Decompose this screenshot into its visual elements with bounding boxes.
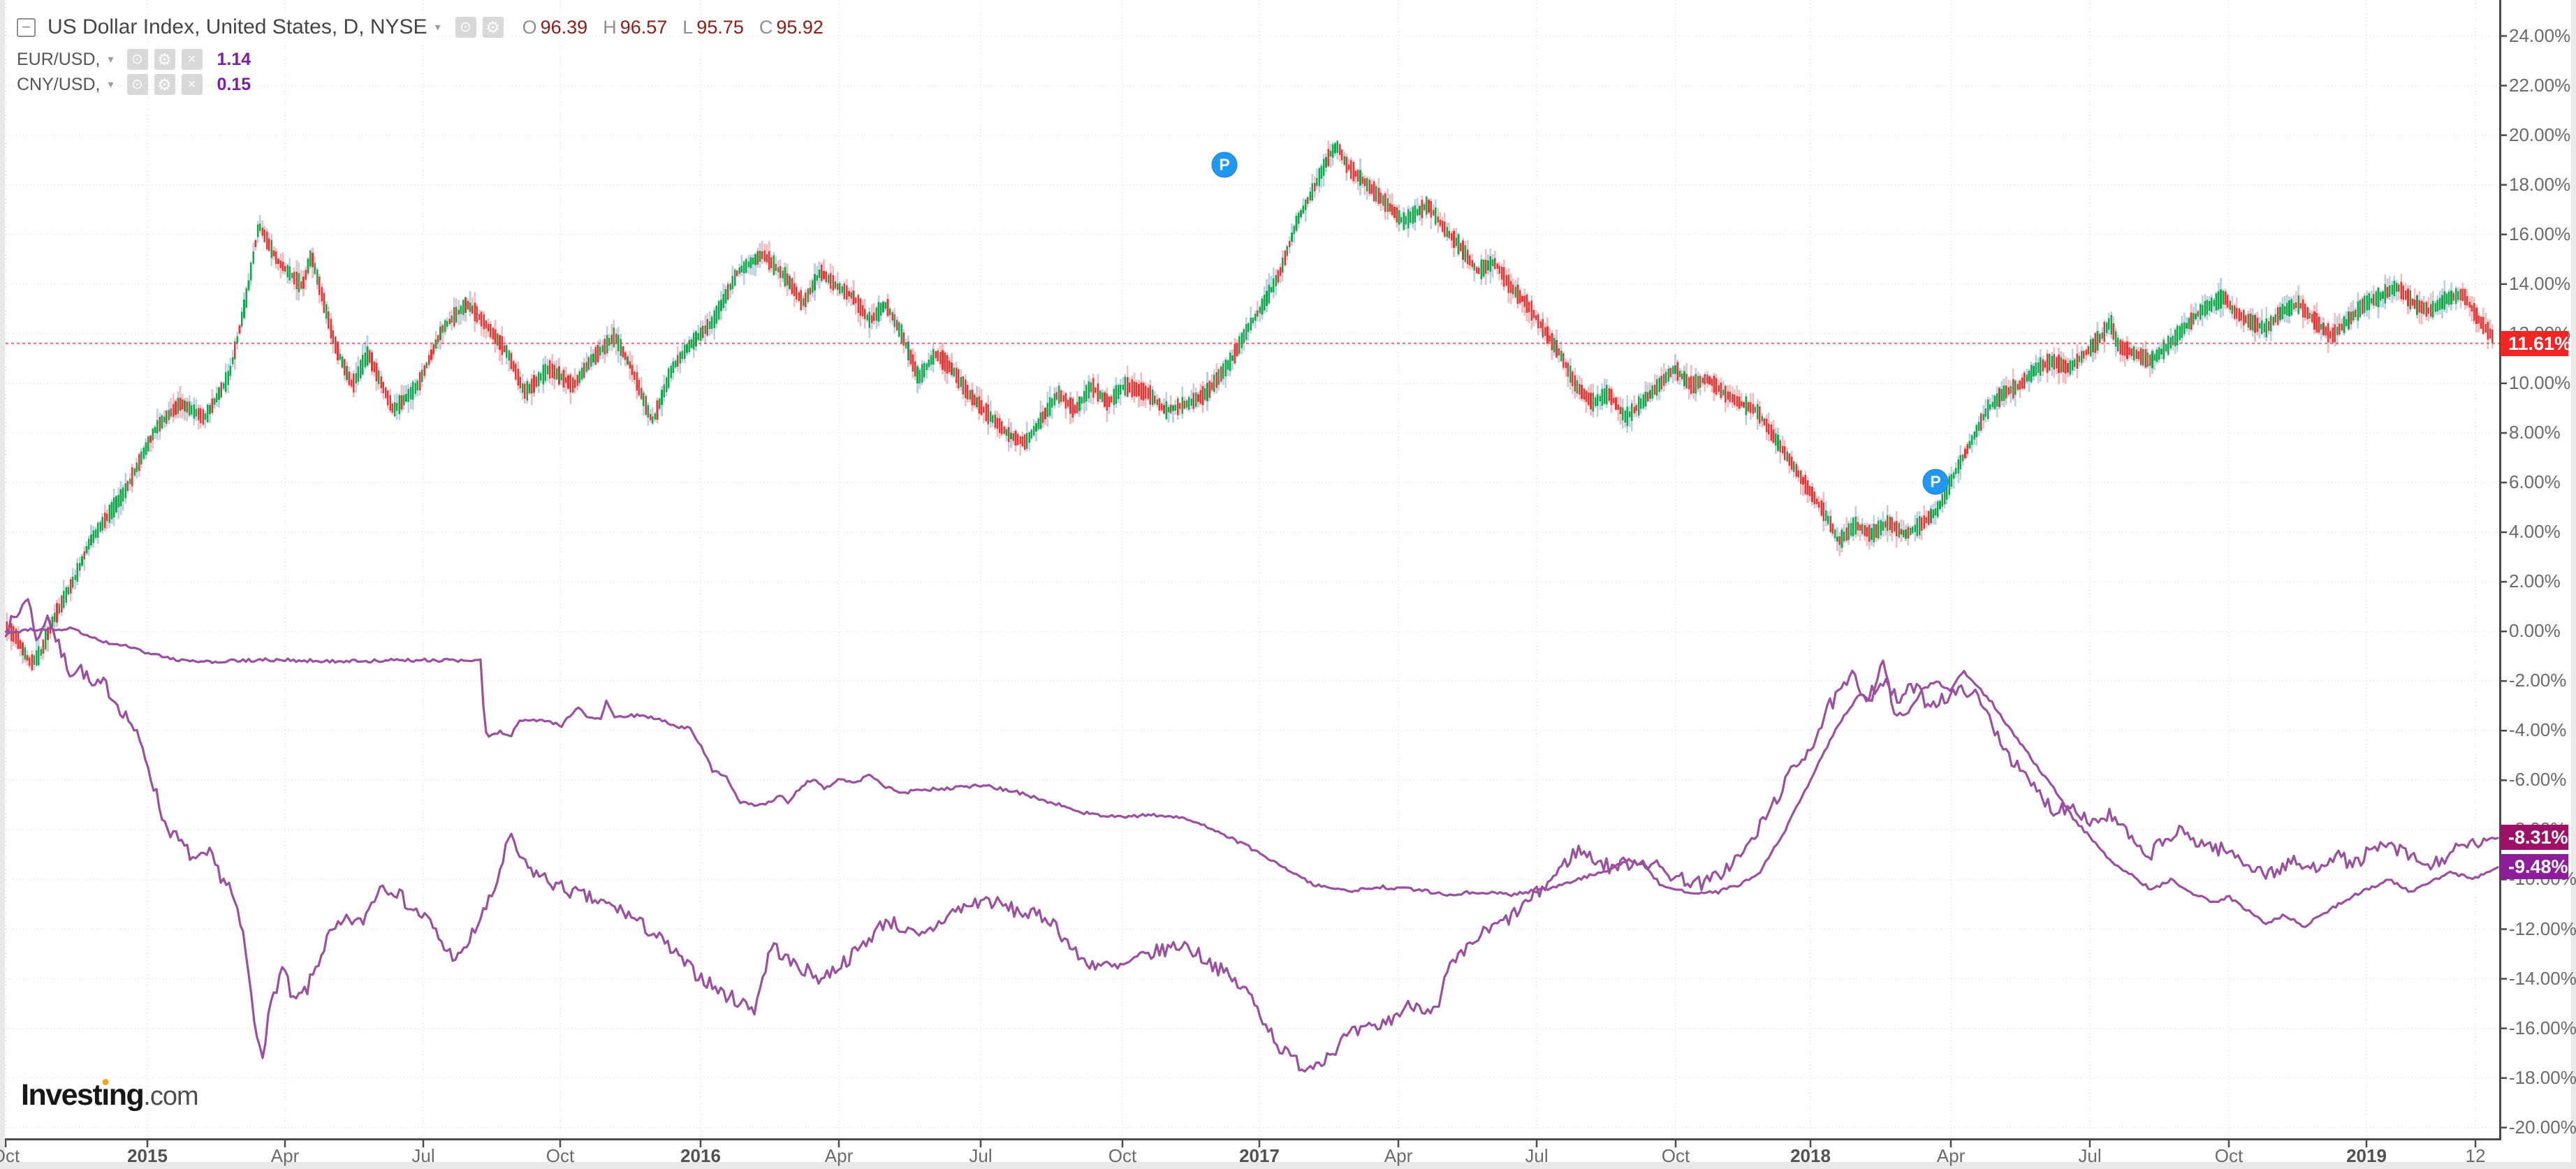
x-axis-tick-label: Oct — [546, 1145, 575, 1166]
price-tag: -8.31% — [2501, 825, 2568, 851]
y-axis-tick-label: -18.00% — [2509, 1066, 2576, 1088]
y-axis-tick-label: 20.00% — [2509, 124, 2571, 145]
overlay-value: 1.14 — [217, 49, 251, 69]
y-axis-tick-label: 16.00% — [2509, 223, 2571, 244]
x-axis-tick-label: Apr — [1936, 1145, 1966, 1166]
x-axis-tick-label: Jul — [411, 1145, 435, 1166]
overlay-row-cnyusd: CNY/USD, ▾ ⊙ ⚙ × 0.15 — [17, 74, 251, 95]
collapse-icon[interactable]: − — [17, 17, 36, 37]
y-axis-tick-label: 2.00% — [2509, 570, 2561, 591]
logo-orange-dot — [102, 1079, 108, 1085]
chevron-down-icon[interactable]: ▾ — [108, 79, 114, 91]
y-axis-tick-label: -12.00% — [2509, 918, 2576, 939]
logo-brand: Investı ng — [21, 1078, 145, 1112]
y-axis-tick-label: 6.00% — [2509, 471, 2561, 492]
overlay-line-series — [4, 598, 2499, 1073]
overlay-row-eurusd: EUR/USD, ▾ ⊙ ⚙ × 1.14 — [17, 49, 251, 70]
left-edge-strip — [0, 0, 5, 1169]
x-axis-tick-label: Oct — [0, 1145, 20, 1166]
bottom-edge-strip — [0, 1162, 2576, 1169]
visibility-button[interactable]: ⊙ — [126, 74, 148, 95]
settings-button[interactable]: ⚙ — [154, 74, 175, 95]
chevron-down-icon[interactable]: ▾ — [108, 54, 114, 66]
main-symbol-row: − US Dollar Index, United States, D, NYS… — [17, 15, 824, 39]
y-axis-tick-label: 4.00% — [2509, 520, 2561, 542]
x-axis-tick-label: 2017 — [1239, 1145, 1280, 1166]
x-axis-tick-label: Jul — [969, 1145, 993, 1166]
x-axis-tick-label: Apr — [1384, 1145, 1413, 1166]
x-axis-tick-label: Jul — [2078, 1145, 2102, 1166]
x-axis-tick-label: Oct — [2214, 1145, 2244, 1166]
y-axis-tick-label: -6.00% — [2509, 769, 2567, 791]
close-icon[interactable]: × — [181, 74, 203, 95]
x-axis-tick-label: 12 — [2465, 1145, 2486, 1166]
y-axis-tick-label: -2.00% — [2509, 670, 2567, 691]
axes-and-current-price-line — [0, 0, 2507, 1147]
y-axis-tick-label: 0.00% — [2509, 620, 2561, 642]
y-axis-tick-label: 14.00% — [2509, 272, 2571, 294]
x-axis-tick-label: Jul — [1525, 1145, 1549, 1166]
chevron-down-icon[interactable]: ▾ — [434, 22, 441, 34]
open-value: O 96.39 — [522, 16, 588, 38]
close-value: C 95.92 — [759, 16, 824, 38]
investing-com-logo: Investı ng .com — [21, 1078, 199, 1112]
overlay-value: 0.15 — [217, 74, 251, 94]
y-axis-tick-label: 18.00% — [2509, 173, 2571, 195]
x-axis-tick-label: Oct — [1108, 1145, 1137, 1166]
x-axis-tick-label: 2016 — [680, 1145, 721, 1166]
visibility-button[interactable]: ⊙ — [455, 17, 476, 38]
price-tag: -9.48% — [2501, 853, 2568, 879]
overlay-symbol-label[interactable]: CNY/USD, — [17, 74, 101, 94]
y-axis-tick-label: 8.00% — [2509, 421, 2561, 443]
published-idea-marker[interactable]: P — [1211, 152, 1238, 178]
y-axis-tick-label: -16.00% — [2509, 1017, 2576, 1038]
grid — [5, 0, 2499, 1138]
logo-domain: .com — [143, 1082, 198, 1111]
x-axis-tick-label: Apr — [270, 1145, 300, 1166]
x-axis-tick-label: 2015 — [127, 1145, 168, 1166]
y-axis-tick-label: -20.00% — [2509, 1116, 2576, 1138]
low-value: L 95.75 — [682, 16, 744, 38]
symbol-title[interactable]: US Dollar Index, United States, D, NYSE — [47, 15, 427, 38]
close-icon[interactable]: × — [181, 49, 203, 70]
right-edge-strip — [2571, 0, 2576, 1169]
price-tag: 11.61% — [2501, 330, 2571, 356]
x-axis-tick-label: Oct — [1661, 1145, 1690, 1166]
y-axis-tick-label: -4.00% — [2509, 719, 2567, 741]
y-axis-tick-label: 24.00% — [2509, 24, 2571, 46]
settings-button[interactable]: ⚙ — [154, 49, 175, 70]
high-value: H 96.57 — [603, 16, 668, 38]
overlay-symbol-label[interactable]: EUR/USD, — [17, 49, 101, 69]
x-axis-tick-label: Apr — [824, 1145, 854, 1166]
ohlc-readout: O 96.39 H 96.57 L 95.75 C 95.92 — [522, 17, 824, 38]
y-axis-tick-label: 22.00% — [2509, 74, 2571, 96]
y-axis-tick-label: -14.00% — [2509, 967, 2576, 989]
candlestick-series — [6, 139, 2494, 672]
settings-button[interactable]: ⚙ — [482, 17, 504, 38]
x-axis-tick-label: 2018 — [1790, 1145, 1831, 1166]
visibility-button[interactable]: ⊙ — [126, 49, 148, 70]
x-axis-tick-label: 2019 — [2346, 1145, 2387, 1166]
y-axis-tick-label: 10.00% — [2509, 372, 2571, 393]
published-idea-marker[interactable]: P — [1922, 469, 1949, 495]
